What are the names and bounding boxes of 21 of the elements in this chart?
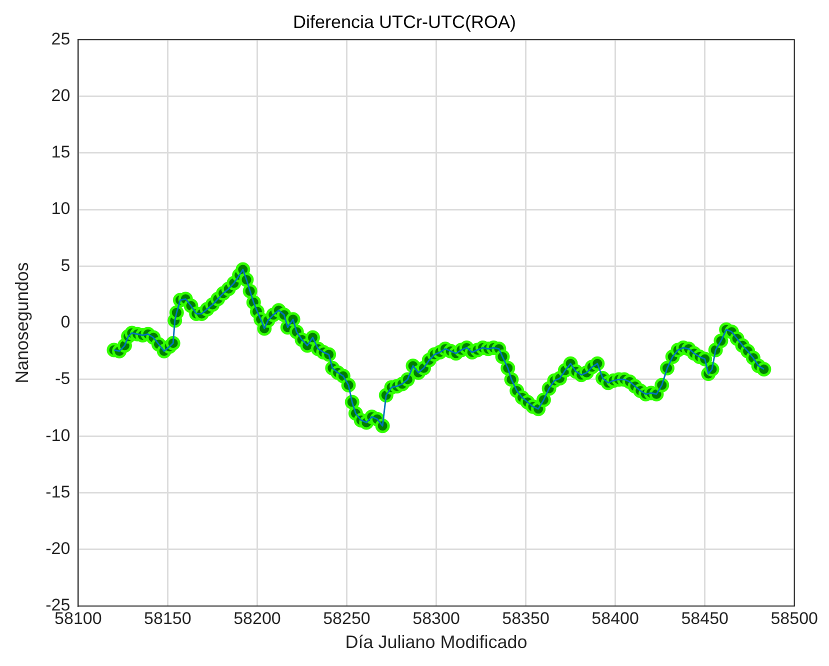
x-tick-label: 58200 (234, 608, 281, 628)
y-tick-label: 20 (51, 86, 70, 105)
x-tick-label: 58300 (412, 608, 460, 628)
y-tick-label: 0 (60, 312, 70, 332)
x-tick-label: 58150 (144, 608, 192, 628)
y-tick-label: 25 (51, 29, 70, 48)
y-tick-label: -15 (46, 482, 70, 502)
x-axis-title: Día Juliano Modificado (345, 632, 528, 652)
chart-title: Diferencia UTCr-UTC(ROA) (292, 12, 516, 32)
x-tick-label: 58500 (770, 608, 818, 628)
y-axis-title: Nanosegundos (12, 262, 32, 384)
x-tick-label: 58350 (502, 608, 550, 628)
y-tick-label: 10 (51, 199, 70, 218)
x-tick-label: 58250 (323, 608, 370, 628)
y-tick-label: -5 (55, 369, 70, 388)
y-tick-label: -20 (46, 539, 70, 558)
x-tick-label: 58450 (681, 608, 728, 628)
x-tick-label: 58400 (592, 608, 639, 628)
y-tick-label: 5 (60, 256, 70, 275)
y-tick-label: -10 (46, 426, 70, 445)
y-tick-label: 15 (51, 142, 70, 162)
